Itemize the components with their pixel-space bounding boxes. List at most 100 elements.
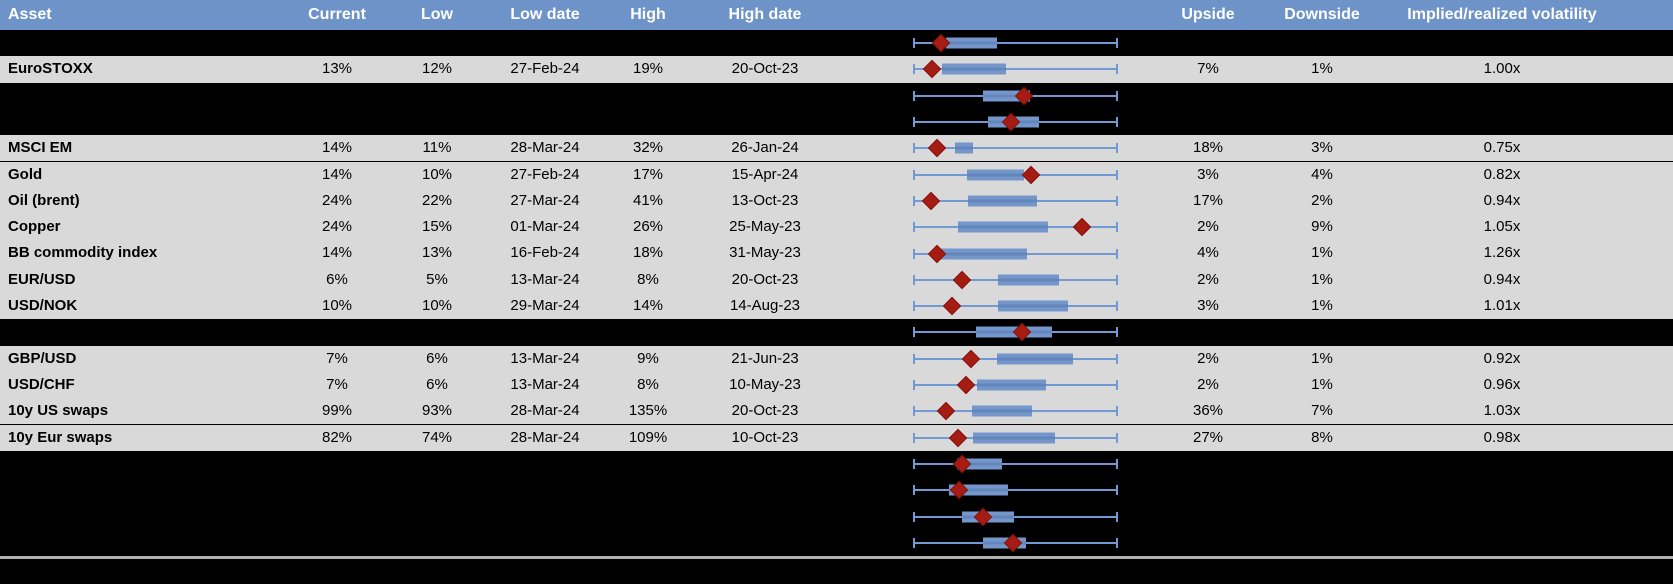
cell-current: 99% [321,402,353,420]
whisker-cap-high [1116,38,1118,49]
cell-implied-realized: 1.03x [1483,402,1521,420]
table-row-eurostoxx: EuroSTOXX 13% 12% 27-Feb-24 19% 20-Oct-23 7% 1%… [0,56,1673,83]
table-row-hidden [0,530,1673,556]
whisker-cap-low [913,511,915,522]
whisker-cap-low [913,380,915,391]
current-value-diamond-marker [927,139,947,158]
cell-downside: 9% [1311,218,1333,236]
range-box [998,274,1059,286]
whisker-cap-low [913,432,915,443]
cell-current: 10% [321,297,353,314]
table-row-hidden [0,30,1673,56]
table-row-10y-us-swaps: 10y US swaps 99% 93% 28-Mar-24 135% 20-Oct-23… [0,398,1673,425]
cell-upside: 2% [1197,270,1219,288]
range-plot [913,425,1118,451]
cell-downside: 2% [1311,191,1333,209]
cell-high-date: 13-Oct-23 [731,191,799,209]
range-box [946,37,998,49]
cell-asset: Oil (brent) [8,191,80,209]
whisker-cap-high [1116,117,1118,128]
whisker-cap-high [1116,248,1118,259]
cell-low: 15% [421,218,453,236]
whisker-cap-high [1116,301,1118,312]
range-plot [913,346,1118,372]
cell-low: 22% [421,191,453,209]
column-header-low-date: Low date [510,6,580,23]
cell-downside: 8% [1311,428,1333,446]
range-box [966,169,1024,181]
range-box [955,142,974,154]
whisker-cap-high [1116,511,1118,522]
range-plot [913,319,1118,345]
table-row-hidden [0,477,1673,503]
range-box [997,353,1073,365]
range-plot [913,162,1118,188]
whisker-cap-low [913,195,915,206]
cell-high: 41% [632,191,664,209]
whisker-cap-high [1116,380,1118,391]
whisker-cap-low [913,117,915,128]
table-row-hidden [0,319,1673,345]
cell-upside: 36% [1192,402,1224,420]
cell-high-date: 25-May-23 [729,218,801,236]
table-row-eur-usd: EUR/USD 6% 5% 13-Mar-24 8% 20-Oct-23 2% 1% 0.94x [0,266,1673,293]
table-row-hidden [0,83,1673,109]
cell-current: 7% [326,349,348,367]
cell-upside: 3% [1197,165,1219,183]
cell-upside: 2% [1197,218,1219,236]
column-header-current: Current [308,6,366,23]
whisker-cap-high [1116,169,1118,180]
cell-low: 12% [421,60,453,78]
cell-current: 13% [321,60,353,78]
range-plot [913,135,1118,161]
range-box [957,458,1002,470]
column-header-upside: Upside [1181,6,1235,23]
range-box [958,221,1049,233]
range-box [949,484,1008,496]
cell-upside: 27% [1192,428,1224,446]
cell-implied-realized: 0.94x [1483,270,1521,288]
cell-implied-realized: 0.96x [1483,375,1521,393]
cell-high-date: 20-Oct-23 [731,402,799,420]
current-value-diamond-marker [961,349,981,368]
current-value-diamond-marker [948,428,968,447]
whisker-cap-low [913,406,915,417]
cell-low-date: 01-Mar-24 [510,218,580,236]
whisker-line [913,515,1118,518]
range-box [998,300,1068,312]
table-row-msci-em: MSCI EM 14% 11% 28-Mar-24 32% 26-Jan-24 18% 3% 0… [0,135,1673,162]
cell-implied-realized: 0.75x [1483,139,1521,157]
cell-asset: USD/NOK [8,297,78,314]
cell-asset: GBP/USD [8,349,77,367]
whisker-cap-high [1116,143,1118,154]
cell-current: 6% [326,270,348,288]
range-plot [913,503,1118,529]
cell-asset: Gold [8,165,43,183]
cell-downside: 3% [1311,139,1333,157]
cell-current: 7% [326,375,348,393]
whisker-line [913,68,1118,71]
current-value-diamond-marker [936,402,956,421]
cell-downside: 1% [1311,349,1333,367]
whisker-cap-high [1116,195,1118,206]
cell-upside: 17% [1192,191,1224,209]
whisker-cap-high [1116,432,1118,443]
whisker-cap-high [1116,537,1118,548]
cell-current: 24% [321,191,353,209]
whisker-cap-high [1116,274,1118,285]
cell-current: 14% [321,165,353,183]
current-value-diamond-marker [1072,218,1092,237]
column-header-asset: Asset [8,6,52,23]
cell-asset: 10y US swaps [8,402,109,420]
cell-low-date: 27-Feb-24 [510,60,580,78]
range-plot [913,530,1118,556]
cell-downside: 1% [1311,244,1333,262]
cell-low: 10% [421,297,453,314]
cell-high-date: 10-Oct-23 [731,428,799,446]
current-value-diamond-marker [952,270,972,290]
bottom-divider-line [0,556,1673,559]
cell-low: 11% [422,139,452,157]
cell-current: 14% [321,139,353,157]
cell-upside: 18% [1192,139,1224,157]
table-row-bb-commodity-index: BB commodity index 14% 13% 16-Feb-24 18% 31-M… [0,240,1673,267]
